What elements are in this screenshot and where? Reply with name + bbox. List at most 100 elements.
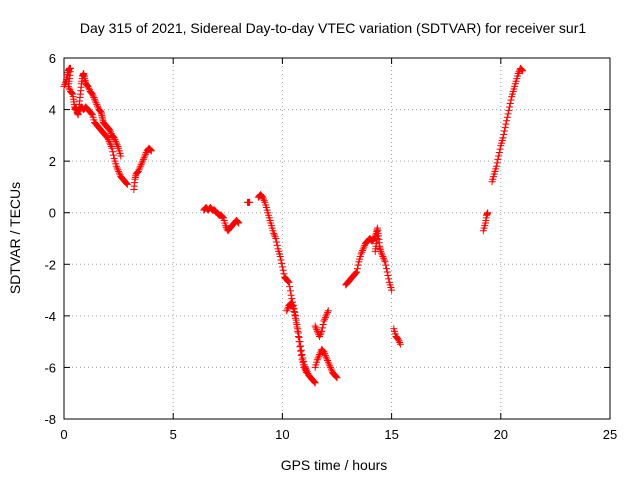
data-point xyxy=(285,278,293,286)
data-point xyxy=(276,253,284,261)
data-point xyxy=(358,248,366,256)
data-point xyxy=(323,355,331,363)
data-point xyxy=(277,256,285,264)
data-point xyxy=(324,357,332,365)
data-point xyxy=(354,261,362,269)
data-point xyxy=(321,315,329,323)
data-point xyxy=(358,247,366,255)
data-point xyxy=(108,144,116,152)
data-point xyxy=(112,139,120,147)
data-point xyxy=(289,302,297,310)
data-point xyxy=(357,250,365,258)
data-point xyxy=(492,162,500,170)
data-point xyxy=(313,356,321,364)
data-point xyxy=(377,249,385,257)
data-point xyxy=(326,362,334,370)
data-point xyxy=(278,259,286,267)
data-point xyxy=(323,310,331,318)
data-point xyxy=(383,268,391,276)
data-point xyxy=(287,299,295,307)
data-point xyxy=(139,155,147,163)
data-point xyxy=(484,209,492,217)
x-tick-label: 15 xyxy=(384,427,398,442)
data-point xyxy=(517,65,525,73)
data-point xyxy=(147,146,155,154)
data-point xyxy=(503,113,511,121)
data-point xyxy=(302,367,310,375)
data-point xyxy=(222,222,230,230)
data-point xyxy=(286,287,294,295)
data-point xyxy=(333,374,341,382)
data-point xyxy=(112,137,120,145)
data-point xyxy=(296,343,304,351)
y-tick-label: -2 xyxy=(44,257,56,272)
data-point xyxy=(67,88,75,96)
data-points xyxy=(60,64,527,387)
data-point xyxy=(318,324,326,332)
data-point xyxy=(142,150,150,158)
data-point xyxy=(321,314,329,322)
data-point xyxy=(260,197,268,205)
data-point xyxy=(233,217,241,225)
data-point xyxy=(384,271,392,279)
data-point xyxy=(234,218,242,226)
y-tick-label: 6 xyxy=(49,51,56,66)
data-point xyxy=(106,126,114,134)
data-point xyxy=(321,350,329,358)
data-point xyxy=(319,320,327,328)
x-tick-label: 25 xyxy=(603,427,617,442)
data-point xyxy=(295,338,303,346)
x-tick-label: 20 xyxy=(494,427,508,442)
data-point xyxy=(259,193,267,201)
data-point xyxy=(504,110,512,118)
data-point xyxy=(109,148,117,156)
data-point xyxy=(135,166,143,174)
data-point xyxy=(501,124,509,132)
data-point xyxy=(359,245,367,253)
data-point xyxy=(518,66,526,74)
data-point xyxy=(506,103,514,111)
data-point xyxy=(270,231,278,239)
data-point xyxy=(499,134,507,142)
data-point xyxy=(507,96,515,104)
data-point xyxy=(317,329,325,337)
data-point xyxy=(284,277,292,285)
data-point xyxy=(381,258,389,266)
data-point xyxy=(500,127,508,135)
x-tick-label: 10 xyxy=(275,427,289,442)
data-point xyxy=(378,251,386,259)
data-point xyxy=(505,106,513,114)
data-point xyxy=(322,353,330,361)
data-point xyxy=(297,347,305,355)
data-point xyxy=(293,323,301,331)
data-point xyxy=(311,379,319,387)
data-point xyxy=(270,229,278,237)
data-point xyxy=(219,213,227,221)
data-point xyxy=(140,154,148,162)
y-tick-label: -4 xyxy=(44,309,56,324)
data-point xyxy=(65,84,73,92)
data-point xyxy=(96,106,104,114)
data-point xyxy=(115,169,123,177)
data-point xyxy=(316,331,324,339)
data-point xyxy=(324,308,332,316)
data-point xyxy=(380,254,388,262)
data-point xyxy=(136,162,144,170)
chart-title: Day 315 of 2021, Sidereal Day-to-day VTE… xyxy=(80,20,586,36)
data-point xyxy=(279,266,287,274)
data-point xyxy=(519,67,527,75)
data-point xyxy=(218,212,226,220)
data-point xyxy=(235,219,243,227)
data-point xyxy=(84,82,92,90)
data-point xyxy=(112,162,120,170)
data-point xyxy=(353,268,361,276)
data-point xyxy=(396,339,404,347)
data-point xyxy=(373,232,381,240)
data-point xyxy=(332,373,340,381)
data-point xyxy=(292,319,300,327)
data-point xyxy=(259,195,267,203)
data-point xyxy=(85,84,93,92)
data-point xyxy=(273,241,281,249)
data-point xyxy=(107,141,115,149)
